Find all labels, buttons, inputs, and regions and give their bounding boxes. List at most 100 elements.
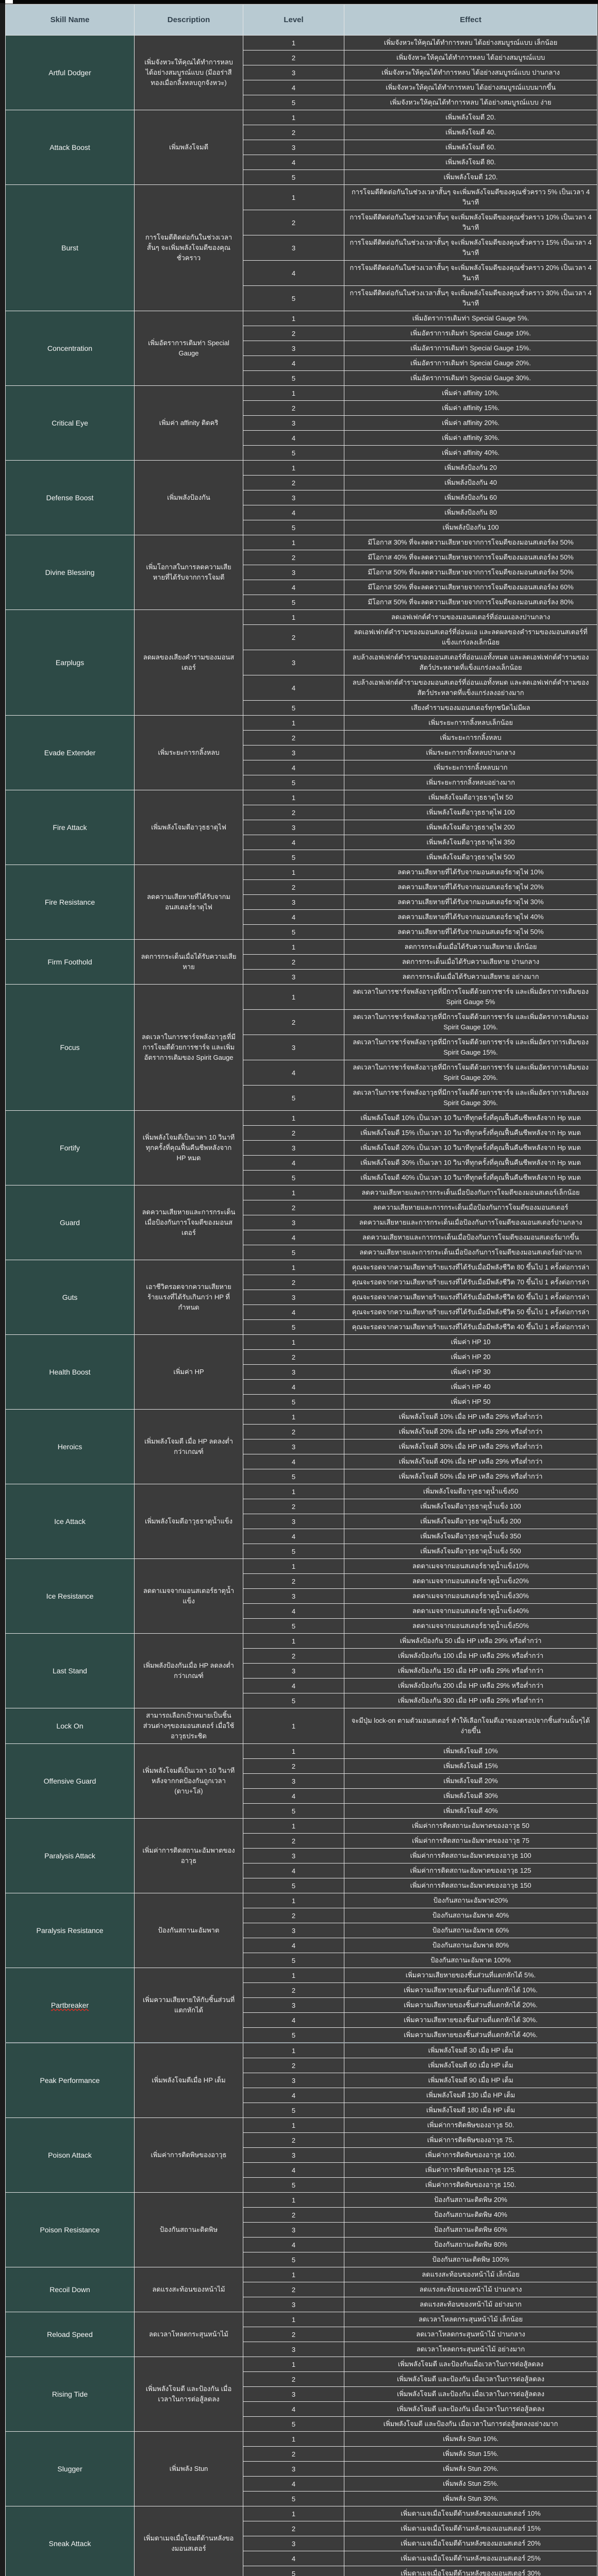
- effect-cell: เพิ่มพลัง Stun 25%.: [344, 2476, 597, 2492]
- table-row: 4 เพิ่มค่าการติดพิษของอาวุธ 125.: [6, 2162, 597, 2178]
- effect-cell: เพิ่มพลังโจมตี และป้องกันเมื่อเวลาในการต…: [344, 2357, 597, 2372]
- level-cell: 2: [243, 2207, 344, 2223]
- effect-cell: คุณจะรอดจากความเสียหายร้ายแรงที่ได้รับเม…: [344, 1260, 597, 1275]
- effect-cell: ลดเวลาในการชาร์จพลังอาวุธที่มีการโจมตีด้…: [344, 1035, 597, 1060]
- level-cell: 1: [243, 1893, 344, 1908]
- level-cell: 1: [243, 35, 344, 50]
- level-cell: 4: [243, 80, 344, 95]
- level-cell: 5: [243, 700, 344, 716]
- table-row: 4 ลดเวลาในการชาร์จพลังอาวุธที่มีการโจมตีด…: [6, 1060, 597, 1086]
- level-cell: 3: [243, 2297, 344, 2312]
- effect-cell: ลดแรงสะท้อนของหน้าไม้ ปานกลาง: [344, 2282, 597, 2297]
- effect-cell: ลดเวลาในการชาร์จพลังอาวุธที่มีการโจมตีด้…: [344, 1009, 597, 1035]
- level-cell: 4: [243, 580, 344, 595]
- table-row: 4 ลดดาเมจจากมอนสเตอร์ธาตุน้ำแข็ง40%: [6, 1603, 597, 1619]
- table-row: 5 ลดความเสียหายที่ได้รับจากมอนสเตอร์ธาตุไ…: [6, 924, 597, 940]
- effect-cell: เพิ่มค่า HP 40: [344, 1379, 597, 1395]
- table-row: 5 เพิ่มพลังโจมตี 180 เมื่อ HP เต็ม: [6, 2103, 597, 2118]
- table-row: 3 เพิ่มอัตราการเติมท่า Special Gauge 15%.: [6, 341, 597, 356]
- effect-cell: เพิ่มพลังโจมตีอาวุธธาตุไฟ 100: [344, 805, 597, 820]
- level-cell: 5: [243, 1469, 344, 1484]
- effect-cell: เพิ่มค่าการติดสถานะอัมพาตของอาวุธ 125: [344, 1863, 597, 1878]
- table-row: Burst การโจมตีติดต่อกันในช่วงเวลาสั้นๆ จะ…: [5, 184, 597, 311]
- level-cell: 4: [243, 2551, 344, 2566]
- effect-cell: เพิ่มพลังป้องกัน 200 เมื่อ HP เหลือ 29% …: [344, 1678, 597, 1693]
- level-cell: 5: [243, 95, 344, 110]
- level-cell: 1: [243, 535, 344, 550]
- header-description: Description: [134, 4, 243, 36]
- effect-cell: ป้องกันสถานะอัมพาต 100%: [344, 1953, 597, 1968]
- effect-cell: เพิ่มอัตราการเติมท่า Special Gauge 20%.: [344, 355, 597, 371]
- level-cell: 1: [243, 2042, 344, 2058]
- effect-cell: เพิ่มพลังป้องกัน 100: [344, 520, 597, 535]
- table-row: 5 เพิ่มความเสียหายของชิ้นส่วนที่แตกหักได้…: [6, 2027, 597, 2043]
- table-row: 5 เพิ่มดาเมจเมื่อโจมตีด้านหลังของมอนสเตอร…: [6, 2566, 597, 2576]
- skill-name-cell: Attack Boost: [5, 110, 135, 185]
- effect-cell: ป้องกันสถานะติดพิษ 20%: [344, 2192, 597, 2208]
- skill-description-cell: เพิ่มพลังโจมตีเป็นเวลา 10 วินาทีทุกครั้ง…: [134, 1110, 243, 1185]
- table-row: 4 ลบล้างเอฟเฟกต์คำรามของมอนสเตอร์ที่อ่อนแ…: [6, 675, 597, 701]
- level-cell: 1: [243, 939, 344, 955]
- level-cell: 2: [243, 1982, 344, 1998]
- level-cell: 5: [243, 1953, 344, 1968]
- effect-cell: ลดเวลาในการชาร์จพลังอาวุธที่มีการโจมตีด้…: [344, 984, 597, 1010]
- level-cell: 4: [243, 2476, 344, 2492]
- level-cell: 2: [243, 475, 344, 490]
- level-cell: 2: [243, 326, 344, 341]
- table-row: 4 เพิ่มพลังโจมตี 30%: [6, 1788, 597, 1804]
- effect-cell: เพิ่มพลังป้องกัน 300 เมื่อ HP เหลือ 29% …: [344, 1693, 597, 1708]
- table-row: 3 เพิ่มดาเมจเมื่อโจมตีด้านหลังของมอนสเตอร…: [6, 2536, 597, 2551]
- effect-cell: มีโอกาส 50% ที่จะลดความเสียหายจากการโจมต…: [344, 565, 597, 580]
- effect-cell: เพิ่มความเสียหายของชิ้นส่วนที่แตกหักได้ …: [344, 1982, 597, 1998]
- table-row: 2 ลดความเสียหายที่ได้รับจากมอนสเตอร์ธาตุไ…: [6, 879, 597, 895]
- table-row: 3 ลดเวลาในการชาร์จพลังอาวุธที่มีการโจมตีด…: [6, 1035, 597, 1060]
- table-row: Heroics เพิ่มพลังโจมตี เมื่อ HP ลดลงต่ำกว…: [5, 1409, 597, 1484]
- effect-cell: เสียงคำรามของมอนสเตอร์ทุกชนิดไม่มีผล: [344, 700, 597, 716]
- table-row: 2 เพิ่มค่า HP 20: [6, 1349, 597, 1365]
- header-level: Level: [243, 4, 344, 36]
- level-cell: 5: [243, 520, 344, 535]
- effect-cell: เพิ่มดาเมจเมื่อโจมตีด้านหลังของมอนสเตอร์…: [344, 2536, 597, 2551]
- table-row: 2 ป้องกันสถานะอัมพาต 40%: [6, 1908, 597, 1923]
- effect-cell: เพิ่มความเสียหายของชิ้นส่วนที่แตกหักได้ …: [344, 1968, 597, 1983]
- level-cell: 1: [243, 865, 344, 880]
- level-cell: 4: [243, 155, 344, 170]
- skill-name-cell: Peak Performance: [5, 2042, 135, 2118]
- level-cell: 2: [243, 1275, 344, 1290]
- effect-cell: เพิ่มจังหวะให้คุณได้ทำการหลบ ได้อย่างสมบ…: [344, 95, 597, 110]
- table-row: 5 เพิ่มพลังป้องกัน 300 เมื่อ HP เหลือ 29%…: [6, 1693, 597, 1708]
- effect-cell: เพิ่มพลังโจมตี 20.: [344, 110, 597, 125]
- table-row: 2 ลดเอฟเฟกต์คำรามของมอนสเตอร์ที่อ่อนแอ แล…: [6, 624, 597, 650]
- header-row: Skill Name Description Level Effect: [5, 4, 597, 36]
- table-row: Fire Resistance ลดความเสียหายที่ได้รับจาก…: [5, 865, 597, 940]
- skill-description-cell: เพิ่มพลังโจมตีอาวุธธาตุไฟ: [134, 790, 243, 865]
- table-row: 5 ป้องกันสถานะอัมพาต 100%: [6, 1953, 597, 1968]
- table-row: 2 เพิ่มพลังโจมตีอาวุธธาตุน้ำแข็ง 100: [6, 1499, 597, 1514]
- level-cell: 1: [243, 2192, 344, 2208]
- table-row: Guard ลดความเสียหายและการกระเด็นเมื่อป้อง…: [5, 1185, 597, 1260]
- level-cell: 3: [243, 2222, 344, 2238]
- level-cell: 5: [243, 2103, 344, 2118]
- table-row: 5 เพิ่มพลังโจมตี 40%: [6, 1803, 597, 1819]
- effect-cell: เพิ่มค่า HP 20: [344, 1349, 597, 1365]
- table-row: 3 ลดแรงสะท้อนของหน้าไม้ อย่างมาก: [6, 2297, 597, 2312]
- table-row: 5 เพิ่มพลังโจมตีอาวุธธาตุไฟ 500: [6, 850, 597, 865]
- skill-description-cell: เพิ่มพลังโจมตีอาวุธธาตุน้ำแข็ง: [134, 1484, 243, 1559]
- level-cell: 5: [243, 2416, 344, 2432]
- table-row: 5 เพิ่มค่า affinity 40%.: [6, 445, 597, 461]
- table-row: Poison Resistance ป้องกันสถานะติดพิษ 1 ป้อง…: [5, 2192, 597, 2267]
- table-row: 4 เพิ่มดาเมจเมื่อโจมตีด้านหลังของมอนสเตอร…: [6, 2551, 597, 2566]
- level-cell: 2: [243, 1424, 344, 1439]
- effect-cell: เพิ่มพลังโจมตีอาวุธธาตุไฟ 500: [344, 850, 597, 865]
- level-cell: 3: [243, 65, 344, 80]
- table-row: Reload Speed ลดเวลาโหลดกระสุนหน้าไม้ 1 ลดเว…: [5, 2312, 597, 2357]
- skill-name-cell: Partbreaker: [5, 1968, 135, 2043]
- table-row: 4 เพิ่มพลัง Stun 25%.: [6, 2476, 597, 2492]
- level-cell: 3: [243, 2386, 344, 2402]
- level-cell: 1: [243, 385, 344, 401]
- table-row: 4 เพิ่มความเสียหายของชิ้นส่วนที่แตกหักได้…: [6, 2012, 597, 2028]
- level-cell: 2: [243, 400, 344, 416]
- table-row: 2 เพิ่มพลัง Stun 15%.: [6, 2446, 597, 2462]
- table-row: 3 เพิ่มจังหวะให้คุณได้ทำการหลบ ได้อย่างสม…: [6, 65, 597, 80]
- level-cell: 2: [243, 210, 344, 235]
